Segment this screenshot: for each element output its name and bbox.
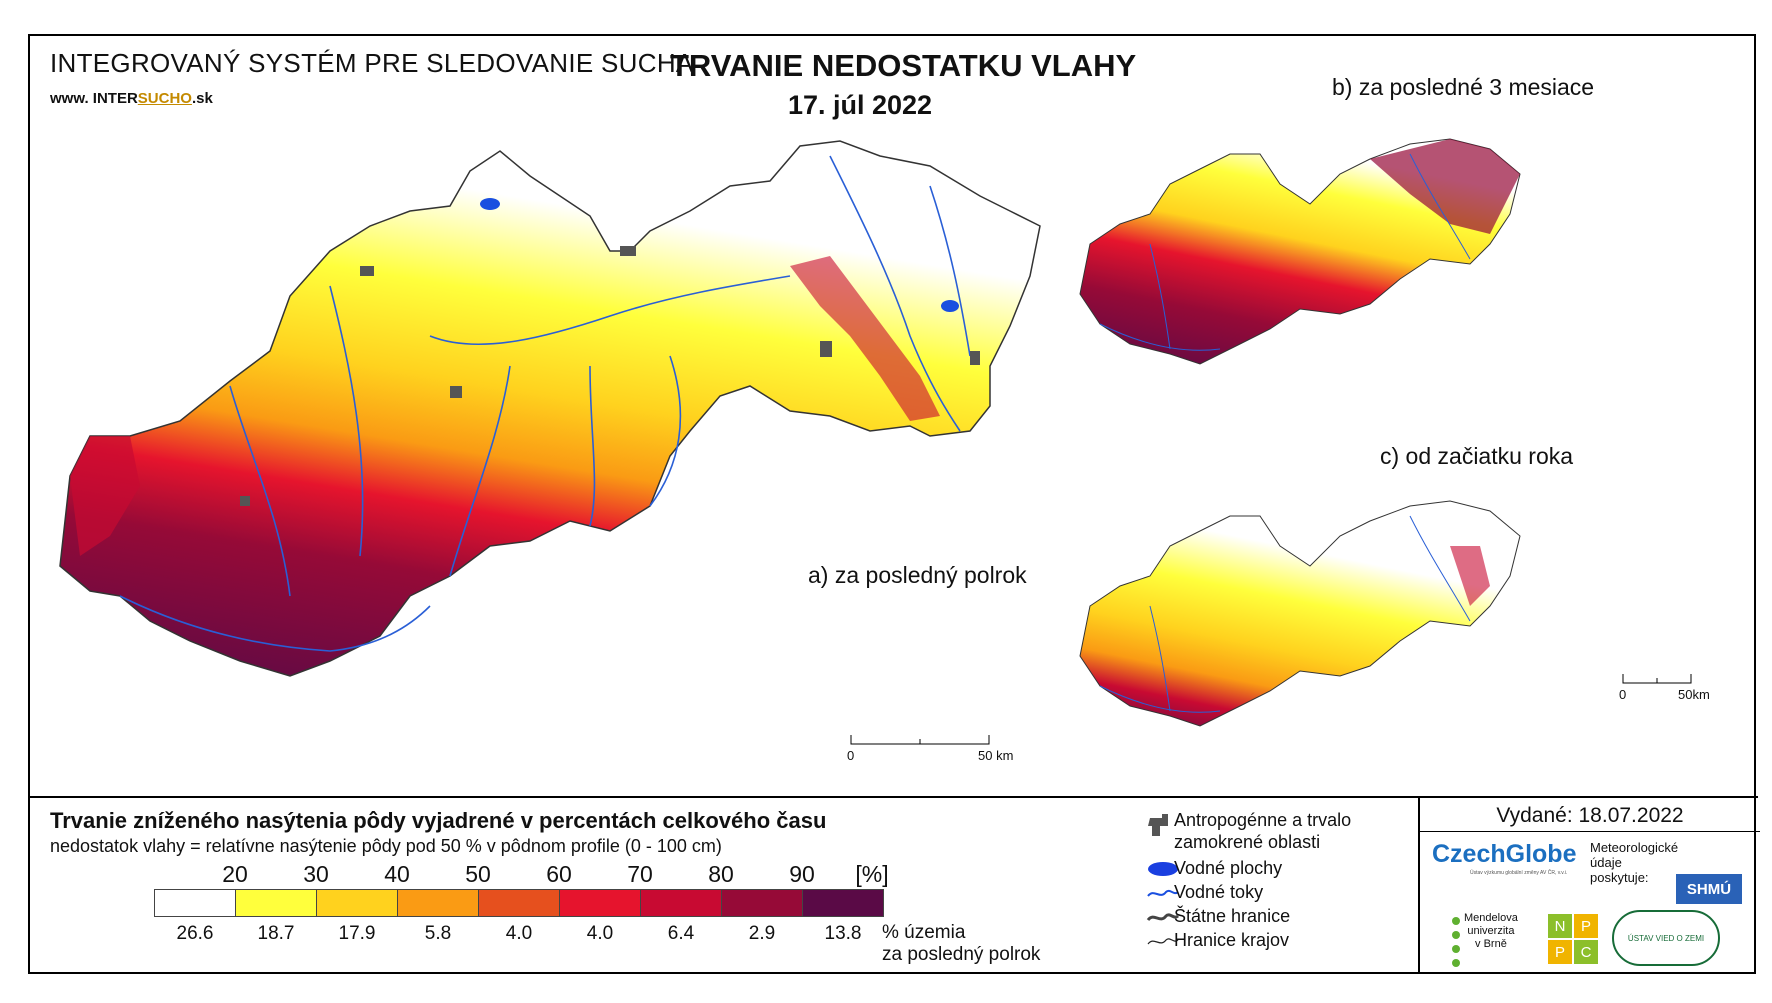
legend-tick: 70 — [627, 861, 653, 887]
map-three-months — [1079, 138, 1521, 365]
map-date: 17. júl 2022 — [787, 90, 933, 120]
main-map-half-year — [59, 140, 1041, 677]
legend-unit: [%] — [855, 861, 889, 887]
legend-percent: 26.6 — [176, 923, 214, 944]
website-prefix: www. INTER — [50, 90, 138, 107]
legend-item-anthropogenic-line2: zamokrené oblasti — [1174, 832, 1321, 852]
legend-item-region-borders: Hranice krajov — [1174, 930, 1290, 950]
legend-title: Trvanie zníženého nasýtenia pôdy vyjadre… — [50, 808, 827, 833]
legend-bin — [640, 889, 722, 917]
legend-bin — [154, 889, 236, 917]
legend-tick: 50 — [465, 861, 491, 887]
legend-bin — [397, 889, 479, 917]
legend-tick: 40 — [384, 861, 410, 887]
nppc-logo-p1: P — [1574, 914, 1598, 938]
legend-tick: 90 — [789, 861, 815, 887]
legend-bin — [721, 889, 803, 917]
nppc-logo-n: N — [1548, 914, 1572, 938]
legend-tick: 30 — [303, 861, 329, 887]
legend-tick: 20 — [222, 861, 248, 887]
legend-item-state-borders: Štátne hranice — [1174, 906, 1291, 926]
west-dry-patch — [70, 436, 140, 556]
legend-tick: 60 — [546, 861, 572, 887]
panel-c-label: c) od začiatku roka — [1380, 443, 1574, 469]
nppc-logo-p2: P — [1548, 940, 1572, 964]
shmu-logo: SHMÚ — [1676, 874, 1742, 904]
website-suffix: .sk — [191, 90, 213, 107]
meteo-data-label: Meteorologické údaje poskytuje: — [1590, 840, 1679, 885]
slovakia-territory-c — [1079, 500, 1521, 727]
panel-b-label: b) za posledné 3 mesiace — [1332, 74, 1595, 100]
legend-percent: 13.8 — [824, 923, 862, 944]
legend-item-rivers: Vodné toky — [1174, 882, 1264, 902]
earth-science-institute-logo: ÚSTAV VIED O ZEMI — [1612, 910, 1720, 966]
rivers-c — [1099, 515, 1471, 713]
main-scalebar-zero: 0 — [847, 748, 855, 763]
water-bodies — [480, 198, 959, 312]
anthropogenic-area-icon — [1148, 814, 1168, 836]
legend-percent: 6.4 — [667, 923, 695, 944]
anthropogenic-areas — [240, 246, 980, 506]
czechglobe-logo: CzechGlobe — [1432, 840, 1577, 868]
small-scalebar-zero: 0 — [1619, 687, 1627, 702]
east-dry-band — [790, 256, 940, 421]
website-link[interactable]: www. INTERSUCHO.sk — [50, 90, 213, 107]
map-since-year-start — [1079, 500, 1521, 727]
small-scalebar-end: 50km — [1678, 687, 1710, 702]
slovakia-territory-a — [59, 140, 1041, 677]
east-dry-band-c — [1450, 546, 1490, 606]
system-name: INTEGROVANÝ SYSTÉM PRE SLEDOVANIE SUCHA — [50, 48, 694, 78]
nppc-logo-c: C — [1574, 940, 1598, 964]
rivers — [119, 155, 971, 652]
legend-bin — [802, 889, 884, 917]
website-highlight: SUCHO — [137, 90, 192, 107]
legend-percent: 18.7 — [257, 923, 295, 944]
legend-percent: 17.9 — [338, 923, 376, 944]
legend-tick: 80 — [708, 861, 734, 887]
water-body-icon — [1148, 862, 1178, 876]
map-frame: INTEGROVANÝ SYSTÉM PRE SLEDOVANIE SUCHA … — [28, 34, 1760, 974]
region-border-icon — [1147, 938, 1179, 945]
rivers-b — [1099, 153, 1471, 351]
legend-percent: 2.9 — [748, 923, 776, 944]
mendel-dots-icon — [1452, 917, 1460, 967]
legend-percent: 4.0 — [586, 923, 614, 944]
main-scalebar-end: 50 km — [978, 748, 1014, 763]
legend-bin — [559, 889, 641, 917]
legend-percent: 4.0 — [505, 923, 533, 944]
legend-bin — [316, 889, 398, 917]
legend-item-anthropogenic: Antropogénne a trvalo — [1174, 810, 1352, 830]
legend-bin — [235, 889, 317, 917]
legend-percent: 5.8 — [424, 923, 452, 944]
czechglobe-subtitle: Ústav výzkumu globální změny AV ČR, v.v.… — [1470, 870, 1568, 876]
legend-percent-label: % územia za posledný polrok — [882, 922, 1041, 965]
mendel-university-logo: Mendelova univerzita v Brně — [1464, 912, 1518, 950]
issued-date: Vydané: 18.07.2022 — [1420, 804, 1760, 832]
legend-bin — [478, 889, 560, 917]
state-border-icon — [1146, 913, 1180, 922]
credits-panel: Vydané: 18.07.2022 CzechGlobe Ústav výzk… — [1418, 798, 1760, 974]
legend-panel: Trvanie zníženého nasýtenia pôdy vyjadre… — [30, 796, 1760, 974]
legend-subtitle: nedostatok vlahy = relatívne nasýtenie p… — [50, 836, 722, 856]
legend-item-water-bodies: Vodné plochy — [1174, 858, 1283, 878]
river-icon — [1147, 889, 1179, 897]
panel-a-label: a) za posledný polrok — [808, 562, 1027, 588]
east-dry-band-b — [1370, 139, 1520, 234]
